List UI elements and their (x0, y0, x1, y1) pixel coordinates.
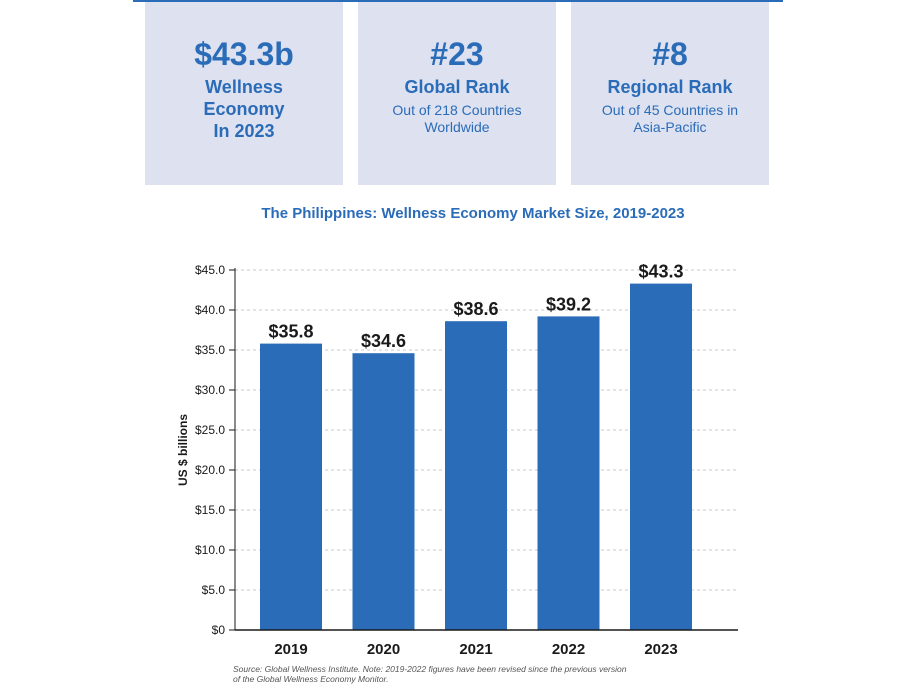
card-sub-line: Out of 218 Countries (392, 102, 522, 118)
wellness-economy-label: Wellness Economy In 2023 (145, 76, 343, 142)
y-tick-label: $20.0 (195, 463, 225, 477)
y-tick-label: $0 (212, 623, 226, 637)
card-label-line: Economy (203, 99, 285, 119)
bar-2019 (260, 343, 322, 630)
y-tick-label: $35.0 (195, 343, 225, 357)
bar-2023 (630, 283, 692, 630)
chart-title: The Philippines: Wellness Economy Market… (261, 205, 685, 222)
data-label: $35.8 (268, 322, 313, 342)
y-tick-label: $40.0 (195, 303, 225, 317)
x-tick-label: 2020 (367, 641, 400, 658)
y-tick-label: $25.0 (195, 423, 225, 437)
source-line: Source: Global Wellness Institute. Note:… (233, 664, 627, 674)
bar-2022 (537, 316, 600, 630)
source-note: Source: Global Wellness Institute. Note:… (233, 664, 753, 684)
regional-rank-card: #8 Regional Rank Out of 45 Countries in … (571, 2, 769, 185)
card-label-line: In 2023 (213, 121, 275, 141)
global-rank-subtext: Out of 218 Countries Worldwide (358, 102, 556, 136)
bar-2020 (352, 353, 415, 630)
data-label: $39.2 (546, 294, 591, 314)
top-rule (133, 0, 783, 2)
x-tick-label: 2022 (552, 641, 585, 658)
data-label: $38.6 (453, 299, 498, 319)
regional-rank-label: Regional Rank (607, 77, 733, 97)
y-tick-label: $30.0 (195, 383, 225, 397)
card-sub-line: Out of 45 Countries in (601, 102, 739, 118)
x-tick-label: 2023 (644, 641, 677, 658)
data-label: $43.3 (638, 262, 683, 282)
global-rank-card: #23 Global Rank Out of 218 Countries Wor… (358, 2, 556, 185)
wellness-economy-value: $43.3b (194, 36, 294, 72)
card-sub-line: Worldwide (424, 119, 490, 135)
y-tick-label: $10.0 (195, 543, 225, 557)
y-tick-label: $5.0 (202, 583, 226, 597)
regional-rank-subtext: Out of 45 Countries in Asia-Pacific (571, 102, 769, 136)
y-axis-label: US $ billions (176, 414, 190, 486)
source-line: of the Global Wellness Economy Monitor. (233, 674, 389, 684)
wellness-economy-card: $43.3b Wellness Economy In 2023 (145, 2, 343, 185)
y-tick-label: $15.0 (195, 503, 225, 517)
x-tick-label: 2019 (274, 641, 307, 658)
regional-rank-value: #8 (652, 36, 688, 72)
x-tick-label: 2021 (459, 641, 492, 658)
y-tick-label: $45.0 (195, 263, 225, 277)
card-label-line: Wellness (205, 77, 283, 97)
global-rank-value: #23 (430, 36, 484, 72)
global-rank-label: Global Rank (404, 77, 510, 97)
card-sub-line: Asia-Pacific (633, 119, 707, 135)
data-label: $34.6 (361, 331, 406, 351)
bar-2021 (445, 321, 507, 630)
